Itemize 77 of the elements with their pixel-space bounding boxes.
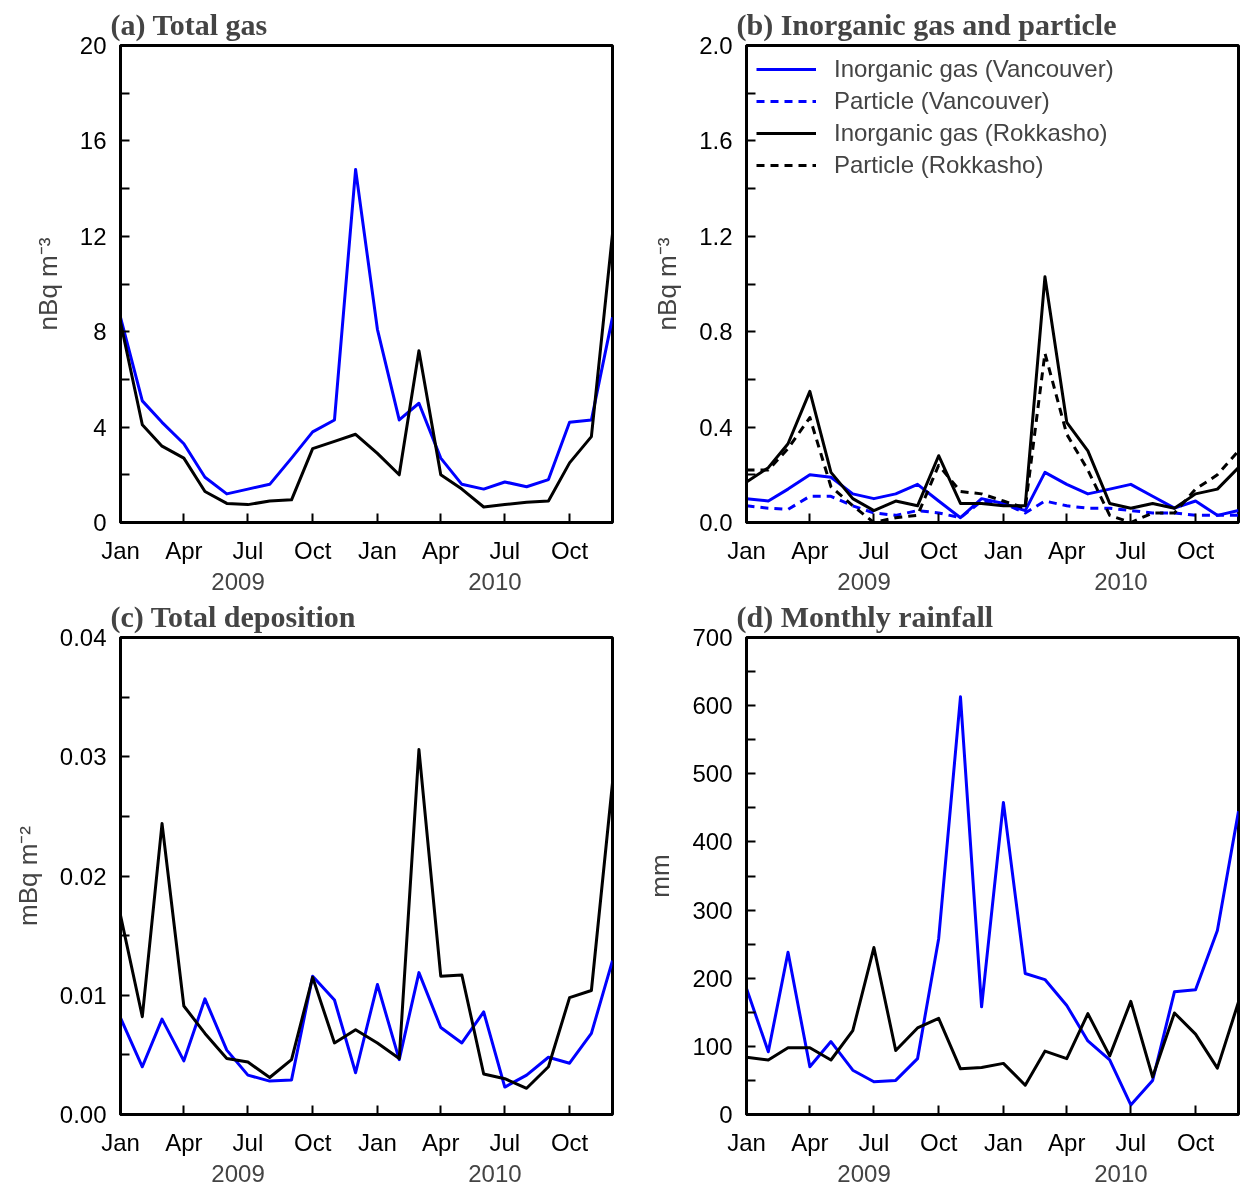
x-tick-label: Jan: [727, 1128, 766, 1156]
x-tick-label: Oct: [919, 1128, 958, 1156]
y-tick-label: 20: [79, 32, 107, 59]
x-tick-label: Jul: [232, 1128, 264, 1156]
y-tick-label: 4: [93, 413, 107, 441]
y-tick-label: 0.02: [59, 862, 107, 890]
x-tick-label: Jan: [101, 1128, 140, 1156]
x-tick-label: Jan: [358, 536, 397, 564]
x-tick-label: Oct: [1176, 536, 1215, 564]
x-tick-label: Jan: [727, 536, 766, 564]
x-tick-label: Jan: [101, 536, 140, 564]
text: 2009: [837, 1159, 891, 1187]
chart-title: (d) Monthly rainfall: [736, 599, 994, 634]
y-tick-label: 700: [692, 624, 733, 651]
x-tick-label: Apr: [791, 536, 829, 564]
x-tick-label: Jul: [489, 1128, 521, 1156]
legend-label: Inorganic gas (Vancouver): [834, 55, 1114, 83]
chart-title: (b) Inorganic gas and particle: [736, 7, 1117, 42]
x-tick-label: Apr: [1048, 1128, 1086, 1156]
x-tick-label: Apr: [165, 1128, 203, 1156]
x-tick-label: Jan: [984, 1128, 1023, 1156]
legend-label: Inorganic gas (Rokkasho): [834, 119, 1108, 147]
y-tick-label: 8: [93, 318, 107, 346]
x-tick-label: Oct: [550, 1128, 589, 1156]
y-tick-label: 100: [692, 1032, 733, 1060]
x-tick-label: Jan: [358, 1128, 397, 1156]
text: 2009: [211, 567, 265, 595]
y-tick-label: 12: [79, 222, 107, 250]
x-tick-label: Apr: [1048, 536, 1086, 564]
text: 2010: [468, 1159, 522, 1187]
x-tick-label: Apr: [422, 536, 460, 564]
y-tick-label: 16: [79, 127, 107, 155]
x-tick-label: Oct: [1176, 1128, 1215, 1156]
y-tick-label: 0.00: [59, 1101, 107, 1128]
text: 2010: [468, 567, 522, 595]
text: 2010: [1094, 567, 1148, 595]
x-tick-label: Jul: [858, 1128, 890, 1156]
y-tick-label: 300: [692, 896, 733, 924]
x-tick-label: Oct: [550, 536, 589, 564]
y-tick-label: 0.04: [59, 624, 107, 651]
y-tick-label: 0: [93, 509, 107, 536]
y-axis-title: nBq m⁻³: [32, 237, 63, 331]
y-tick-label: 0.0: [699, 509, 733, 536]
chart-title: (a) Total gas: [110, 7, 268, 42]
y-tick-label: 0.03: [59, 743, 107, 771]
x-tick-label: Oct: [293, 1128, 332, 1156]
y-tick-label: 1.2: [699, 222, 733, 250]
text: 2010: [1094, 1159, 1148, 1187]
y-tick-label: 500: [692, 760, 733, 788]
x-tick-label: Apr: [165, 536, 203, 564]
y-tick-label: 0: [719, 1101, 733, 1128]
y-tick-label: 1.6: [699, 127, 733, 155]
y-tick-label: 400: [692, 828, 733, 856]
x-tick-label: Jul: [1115, 1128, 1147, 1156]
legend-label: Particle (Vancouver): [834, 87, 1050, 115]
y-tick-label: 600: [692, 692, 733, 720]
x-tick-label: Jan: [984, 536, 1023, 564]
y-axis-title: mBq m⁻²: [12, 825, 43, 926]
x-tick-label: Jul: [232, 536, 264, 564]
x-tick-label: Oct: [919, 536, 958, 564]
x-tick-label: Apr: [422, 1128, 460, 1156]
x-tick-label: Jul: [1115, 536, 1147, 564]
y-tick-label: 0.01: [59, 981, 107, 1009]
chart-title: (c) Total deposition: [110, 599, 356, 634]
x-tick-label: Jul: [489, 536, 521, 564]
x-tick-label: Oct: [293, 536, 332, 564]
y-tick-label: 200: [692, 964, 733, 992]
y-tick-label: 2.0: [699, 32, 733, 59]
x-tick-label: Apr: [791, 1128, 829, 1156]
text: 2009: [837, 567, 891, 595]
y-axis-title: mm: [645, 854, 676, 898]
y-axis-title: nBq m⁻³: [652, 237, 683, 331]
x-tick-label: Jul: [858, 536, 890, 564]
text: 2009: [211, 1159, 265, 1187]
y-tick-label: 0.4: [699, 413, 733, 441]
legend-label: Particle (Rokkasho): [834, 151, 1044, 179]
y-tick-label: 0.8: [699, 318, 733, 346]
